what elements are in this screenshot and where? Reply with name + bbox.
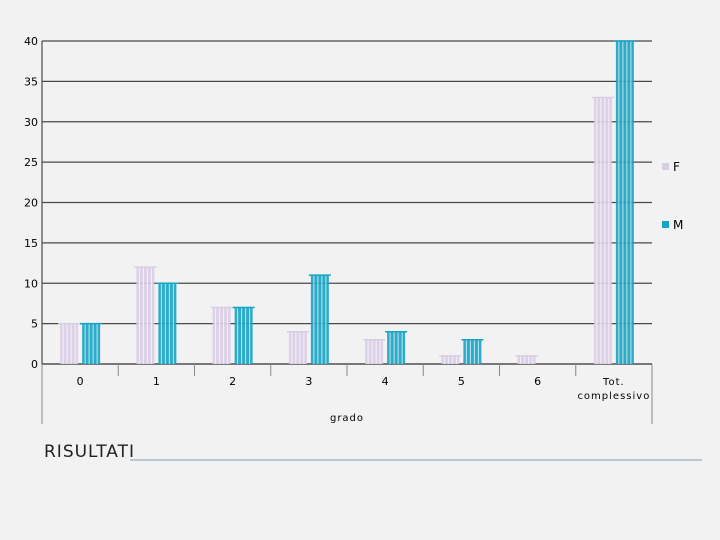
y-tick-label: 30 (24, 116, 38, 129)
x-tick-label: 2 (229, 375, 236, 388)
legend-label: M (673, 218, 683, 232)
x-tick-label: 3 (305, 375, 312, 388)
y-tick-label: 40 (24, 35, 38, 48)
bar-fill (463, 339, 482, 364)
bar-m (232, 306, 255, 364)
bar-fill (288, 331, 307, 364)
y-tick-label: 35 (24, 75, 38, 88)
legend-item-f: F (662, 160, 680, 174)
bar-f (591, 96, 614, 365)
bar-fill (441, 355, 460, 364)
x-tick-label: 1 (153, 375, 160, 388)
bar-f (210, 306, 233, 364)
x-tick-label: 0 (77, 375, 84, 388)
bar-m (613, 40, 636, 364)
x-tick-label: Tot. complessivo (577, 377, 650, 402)
bar-f (58, 322, 81, 364)
bar-m (385, 330, 408, 364)
bar-fill (234, 307, 253, 364)
bar-f (439, 355, 462, 364)
bar-fill (310, 275, 329, 364)
bar-fill (387, 331, 406, 364)
bar-fill (615, 41, 634, 364)
bar-m (156, 282, 179, 364)
x-tick-label: 5 (458, 375, 465, 388)
y-tick-label: 15 (24, 237, 38, 250)
legend-label: F (673, 160, 680, 174)
y-tick-label: 20 (24, 197, 38, 210)
x-tick-label: 6 (534, 375, 541, 388)
y-tick-label: 25 (24, 156, 38, 169)
x-axis-title: grado (330, 413, 364, 424)
bar-fill (593, 97, 612, 365)
legend-swatch (662, 221, 669, 228)
y-tick-label: 10 (24, 277, 38, 290)
bar-f (286, 330, 309, 364)
bar-fill (212, 307, 231, 364)
title-underline (130, 459, 702, 461)
slide-title: RISULTATI (44, 442, 135, 462)
bar-fill (158, 283, 177, 364)
y-tick-label: 0 (31, 358, 38, 371)
bar-f (134, 266, 157, 364)
bar-fill (82, 323, 101, 364)
bar-m (80, 322, 103, 364)
bar-fill (365, 339, 384, 364)
legend-item-m: M (662, 218, 683, 232)
x-tick-label: 4 (382, 375, 389, 388)
bar-fill (60, 323, 79, 364)
bar-m (308, 274, 331, 364)
bar-m (461, 339, 484, 364)
y-tick-label: 5 (31, 318, 38, 331)
bar-f (515, 355, 538, 364)
legend-swatch (662, 163, 669, 170)
bar-f (363, 339, 386, 364)
bar-fill (517, 355, 536, 364)
bar-fill (136, 267, 155, 364)
